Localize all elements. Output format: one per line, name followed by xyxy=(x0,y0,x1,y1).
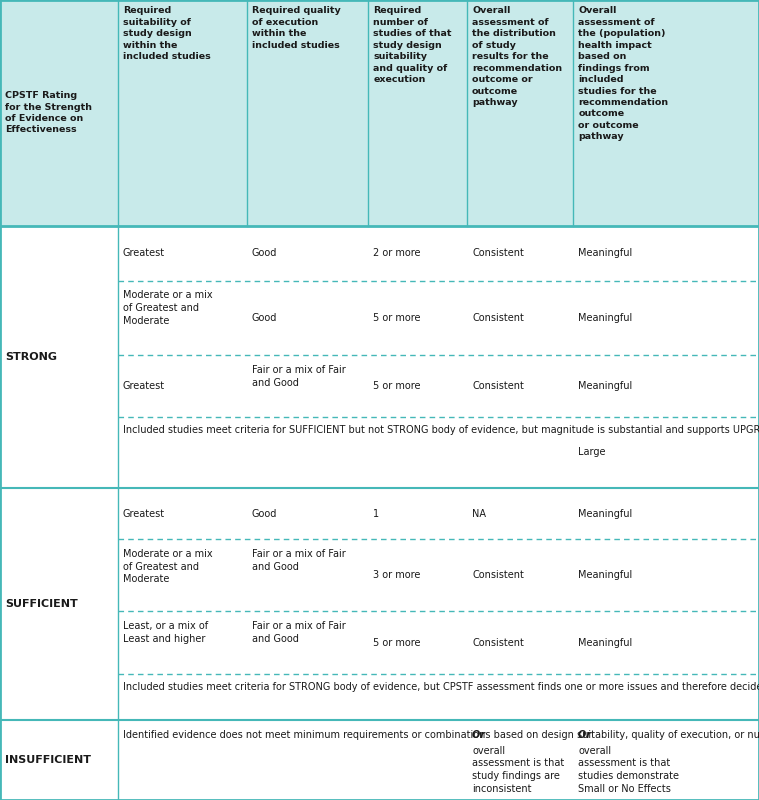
Text: overall
assessment is that
studies demonstrate
Small or No Effects: overall assessment is that studies demon… xyxy=(578,746,679,794)
Text: Overall
assessment of
the distribution
of study
results for the
recommendation
o: Overall assessment of the distribution o… xyxy=(472,6,562,107)
Text: Fair or a mix of Fair
and Good: Fair or a mix of Fair and Good xyxy=(252,549,346,571)
Text: Meaningful: Meaningful xyxy=(578,509,632,518)
Text: Or: Or xyxy=(578,730,595,739)
Text: 5 or more: 5 or more xyxy=(373,313,421,323)
Text: Least, or a mix of
Least and higher: Least, or a mix of Least and higher xyxy=(123,621,208,643)
Text: Meaningful: Meaningful xyxy=(578,313,632,323)
Text: Meaningful: Meaningful xyxy=(578,248,632,258)
Text: Overall
assessment of
the (population)
health impact
based on
findings from
incl: Overall assessment of the (population) h… xyxy=(578,6,669,142)
Text: 3 or more: 3 or more xyxy=(373,570,420,580)
Text: Meaningful: Meaningful xyxy=(578,638,632,648)
Text: Meaningful: Meaningful xyxy=(578,381,632,391)
Text: Or: Or xyxy=(472,730,489,739)
Text: 5 or more: 5 or more xyxy=(373,381,421,391)
Text: Included studies meet criteria for STRONG body of evidence, but CPSTF assessment: Included studies meet criteria for STRON… xyxy=(123,682,759,692)
Text: Consistent: Consistent xyxy=(472,313,524,323)
Text: 1: 1 xyxy=(373,509,380,518)
Text: Moderate or a mix
of Greatest and
Moderate: Moderate or a mix of Greatest and Modera… xyxy=(123,549,213,584)
Text: SUFFICIENT: SUFFICIENT xyxy=(5,599,78,609)
Text: Greatest: Greatest xyxy=(123,248,165,258)
Text: Required quality
of execution
within the
included studies: Required quality of execution within the… xyxy=(252,6,341,50)
Text: Greatest: Greatest xyxy=(123,381,165,391)
Text: Large: Large xyxy=(578,447,606,458)
Text: 5 or more: 5 or more xyxy=(373,638,421,648)
Text: Identified evidence does not meet minimum requirements or combinations based on : Identified evidence does not meet minimu… xyxy=(123,730,759,739)
Text: Consistent: Consistent xyxy=(472,381,524,391)
Text: CPSTF Rating
for the Strength
of Evidence on
Effectiveness: CPSTF Rating for the Strength of Evidenc… xyxy=(5,91,93,134)
Text: STRONG: STRONG xyxy=(5,352,58,362)
Text: Good: Good xyxy=(252,509,277,518)
Bar xyxy=(0,0,759,226)
Text: Consistent: Consistent xyxy=(472,638,524,648)
Text: Consistent: Consistent xyxy=(472,248,524,258)
Text: Included studies meet criteria for SUFFICIENT but not STRONG body of evidence, b: Included studies meet criteria for SUFFI… xyxy=(123,425,759,435)
Text: overall
assessment is that
study findings are
inconsistent: overall assessment is that study finding… xyxy=(472,746,565,794)
Text: Meaningful: Meaningful xyxy=(578,570,632,580)
Text: NA: NA xyxy=(472,509,486,518)
Text: Fair or a mix of Fair
and Good: Fair or a mix of Fair and Good xyxy=(252,621,346,643)
Text: Greatest: Greatest xyxy=(123,509,165,518)
Text: 2 or more: 2 or more xyxy=(373,248,421,258)
Text: Required
number of
studies of that
study design
suitability
and quality of
execu: Required number of studies of that study… xyxy=(373,6,452,84)
Text: Moderate or a mix
of Greatest and
Moderate: Moderate or a mix of Greatest and Modera… xyxy=(123,290,213,326)
Text: Required
suitability of
study design
within the
included studies: Required suitability of study design wit… xyxy=(123,6,211,62)
Text: Fair or a mix of Fair
and Good: Fair or a mix of Fair and Good xyxy=(252,365,346,387)
Text: Consistent: Consistent xyxy=(472,570,524,580)
Text: Good: Good xyxy=(252,313,277,323)
Text: INSUFFICIENT: INSUFFICIENT xyxy=(5,755,91,765)
Text: Good: Good xyxy=(252,248,277,258)
